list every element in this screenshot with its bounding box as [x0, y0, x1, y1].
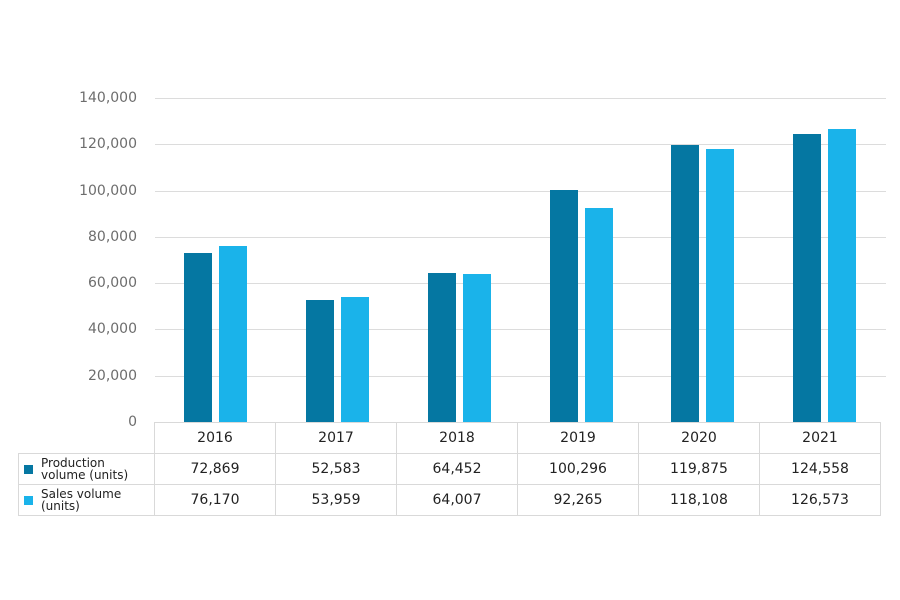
y-tick-label: 100,000: [79, 182, 137, 199]
data-cell: 64,007: [396, 484, 518, 516]
y-tick-label: 20,000: [88, 367, 137, 384]
bar-sales-2016: [219, 245, 247, 422]
bar-production-2017: [306, 300, 334, 422]
y-tick-label: 60,000: [88, 275, 137, 292]
series-row-sales: Sales volume (units) 76,170 53,959 64,00…: [18, 484, 881, 516]
bar-sales-2017: [341, 297, 369, 422]
bar-production-2019: [550, 189, 578, 422]
data-cell: 124,558: [759, 453, 881, 485]
bar-production-2016: [184, 253, 212, 422]
y-tick-label: 0: [128, 414, 137, 430]
data-cell: 119,875: [638, 453, 760, 485]
data-cell: 92,265: [517, 484, 639, 516]
legend-swatch-icon: [24, 495, 33, 505]
bar-sales-2019: [585, 208, 613, 422]
data-cell: 100,296: [517, 453, 639, 485]
data-cell: 52,583: [275, 453, 397, 485]
category-label: 2020: [638, 422, 760, 454]
gridline: [155, 144, 886, 145]
data-table: 2016 2017 2018 2019 2020 2021 Production…: [18, 422, 881, 516]
bar-production-2021: [793, 133, 821, 422]
legend-label: Production volume (units): [41, 456, 129, 482]
bar-sales-2021: [828, 129, 856, 422]
gridline: [155, 98, 886, 99]
gridline: [155, 329, 886, 330]
bar-sales-2018: [463, 273, 491, 422]
data-cell: 53,959: [275, 484, 397, 516]
y-tick-label: 120,000: [79, 136, 137, 153]
y-tick-label: 80,000: [88, 228, 137, 245]
data-cell: 126,573: [759, 484, 881, 516]
bar-production-2020: [671, 144, 699, 422]
bar-sales-2020: [706, 148, 734, 422]
gridline: [155, 191, 886, 192]
legend-entry-production: Production volume (units): [18, 453, 155, 485]
legend-entry-sales: Sales volume (units): [18, 484, 155, 516]
gridline: [155, 237, 886, 238]
category-header-row: 2016 2017 2018 2019 2020 2021: [18, 422, 881, 454]
data-cell: 72,869: [154, 453, 276, 485]
y-tick-label: 40,000: [88, 321, 137, 338]
category-label: 2019: [517, 422, 639, 454]
legend-label: Sales volume (units): [41, 487, 122, 513]
data-cell: 76,170: [154, 484, 276, 516]
corner-cell: [18, 422, 155, 454]
category-label: 2016: [154, 422, 276, 454]
category-label: 2021: [759, 422, 881, 454]
category-label: 2017: [275, 422, 397, 454]
data-cell: 64,452: [396, 453, 518, 485]
series-row-production: Production volume (units) 72,869 52,583 …: [18, 453, 881, 485]
gridline: [155, 283, 886, 284]
category-label: 2018: [396, 422, 518, 454]
bar-production-2018: [428, 272, 456, 422]
gridline: [155, 376, 886, 377]
y-tick-label: 140,000: [79, 90, 137, 106]
data-cell: 118,108: [638, 484, 760, 516]
legend-swatch-icon: [24, 464, 33, 474]
